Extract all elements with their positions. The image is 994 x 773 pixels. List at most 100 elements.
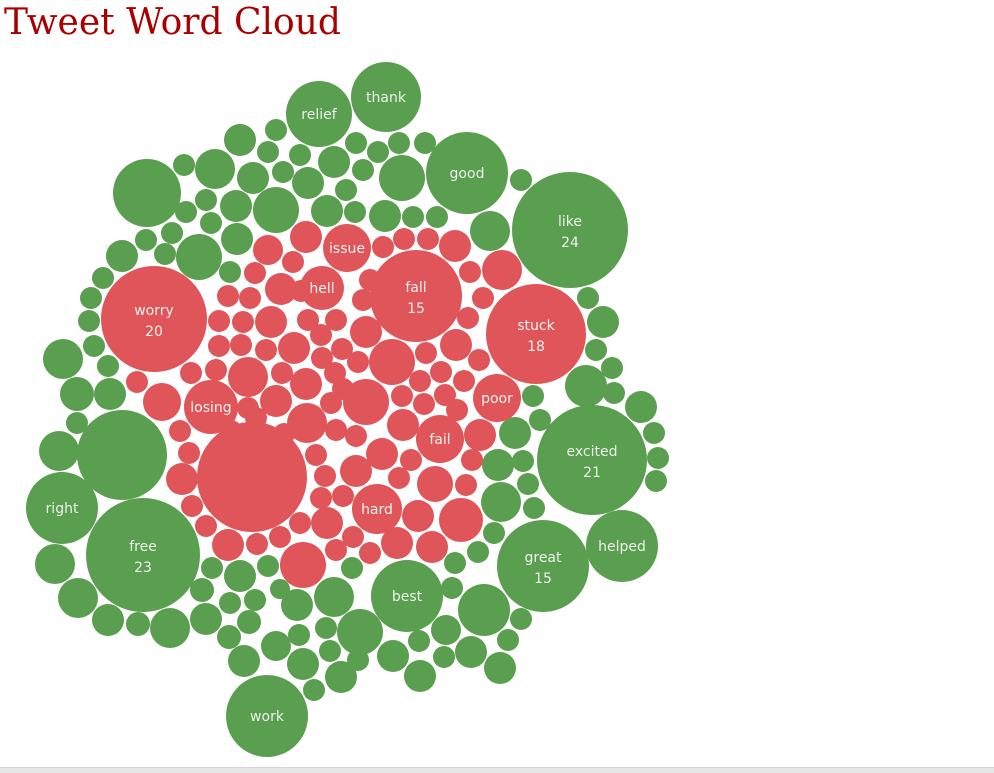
word-bubble[interactable] [414,132,436,154]
word-bubble-relief[interactable] [286,81,352,147]
word-bubble-issue[interactable] [323,224,371,272]
word-bubble[interactable] [195,149,235,189]
word-bubble[interactable] [340,455,372,487]
word-bubble[interactable] [352,289,374,311]
word-bubble[interactable] [601,357,623,379]
word-bubble[interactable] [645,470,667,492]
word-bubble[interactable] [311,195,343,227]
word-bubble[interactable] [66,412,88,434]
word-bubble[interactable] [464,419,496,451]
word-bubble[interactable] [314,577,354,617]
word-bubble[interactable] [430,361,452,383]
word-bubble[interactable] [208,335,230,357]
word-bubble[interactable] [472,287,494,309]
word-bubble[interactable] [135,229,157,251]
word-bubble[interactable] [273,423,295,445]
word-bubble[interactable] [337,609,383,655]
word-bubble[interactable] [444,552,466,574]
word-bubble[interactable] [224,560,256,592]
word-bubble-hard[interactable] [352,484,402,534]
word-bubble[interactable] [343,379,389,425]
word-bubble[interactable] [453,370,475,392]
word-bubble[interactable] [458,584,510,636]
word-bubble[interactable] [400,449,422,471]
word-bubble[interactable] [169,420,191,442]
word-bubble[interactable] [287,403,327,443]
word-bubble[interactable] [647,447,669,469]
word-bubble[interactable] [228,645,260,677]
word-bubble[interactable] [455,636,487,668]
word-bubble[interactable] [347,351,369,373]
word-bubble[interactable] [253,235,283,265]
word-bubble[interactable] [387,409,419,441]
word-bubble[interactable] [345,425,367,447]
word-bubble[interactable] [197,422,307,532]
word-bubble[interactable] [457,307,479,329]
word-bubble[interactable] [499,417,531,449]
word-bubble[interactable] [643,422,665,444]
word-bubble[interactable] [404,660,436,692]
word-bubble[interactable] [510,169,532,191]
word-bubble[interactable] [367,141,389,163]
word-bubble[interactable] [288,624,310,646]
word-bubble[interactable] [208,310,230,332]
word-bubble[interactable] [180,362,202,384]
word-bubble[interactable] [417,228,439,250]
word-bubble[interactable] [459,261,481,283]
word-bubble[interactable] [58,578,98,618]
word-bubble[interactable] [331,338,353,360]
word-bubble[interactable] [265,119,287,141]
word-bubble[interactable] [190,578,214,602]
word-bubble[interactable] [332,485,354,507]
word-bubble[interactable] [352,159,374,181]
word-bubble[interactable] [278,332,310,364]
word-bubble[interactable] [381,527,413,559]
word-bubble[interactable] [265,273,297,305]
word-bubble[interactable] [230,334,252,356]
word-bubble[interactable] [342,526,364,548]
word-bubble[interactable] [154,243,176,265]
word-bubble[interactable] [483,522,505,544]
word-bubble-losing[interactable] [184,380,238,434]
word-bubble[interactable] [257,555,279,577]
word-bubble-helped[interactable] [586,510,658,582]
word-bubble[interactable] [261,631,291,661]
word-bubble-good[interactable] [426,132,508,214]
word-bubble[interactable] [482,250,522,290]
word-bubble[interactable] [325,419,347,441]
word-bubble[interactable] [35,544,75,584]
word-bubble[interactable] [468,349,490,371]
word-bubble[interactable] [271,362,293,384]
word-bubble[interactable] [201,557,223,579]
word-bubble[interactable] [325,539,347,561]
word-bubble[interactable] [372,236,394,258]
word-bubble-fall[interactable] [370,250,462,342]
word-bubble[interactable] [176,234,222,280]
word-bubble[interactable] [257,141,279,163]
word-bubble[interactable] [113,159,181,227]
word-bubble[interactable] [255,306,287,338]
word-bubble[interactable] [529,409,551,431]
word-bubble[interactable] [335,179,357,201]
word-bubble[interactable] [237,610,261,634]
word-bubble[interactable] [481,482,521,522]
word-bubble[interactable] [388,467,410,489]
word-bubble[interactable] [603,382,625,404]
word-bubble-work[interactable] [226,675,308,757]
word-bubble-free[interactable] [86,498,200,612]
word-bubble[interactable] [219,261,241,283]
word-bubble[interactable] [439,498,483,542]
word-bubble[interactable] [416,531,448,563]
word-bubble[interactable] [181,495,203,517]
word-bubble[interactable] [92,267,114,289]
word-bubble-hell[interactable] [300,266,344,310]
word-bubble[interactable] [431,615,461,645]
word-bubble[interactable] [245,407,267,429]
word-bubble[interactable] [377,640,409,672]
word-bubble[interactable] [350,316,382,348]
word-bubble[interactable] [224,124,256,156]
word-bubble[interactable] [212,529,244,561]
word-bubble[interactable] [244,262,266,284]
word-bubble[interactable] [280,542,326,588]
word-bubble[interactable] [253,187,299,233]
